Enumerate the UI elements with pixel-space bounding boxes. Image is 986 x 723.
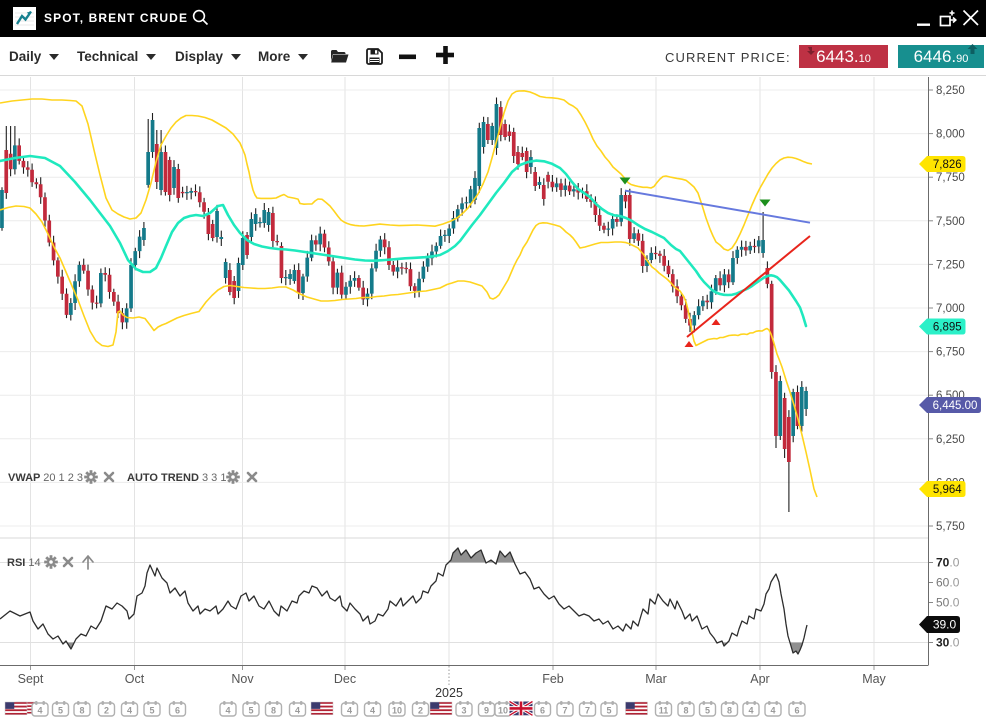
svg-text:Mar: Mar xyxy=(645,672,667,686)
svg-text:7: 7 xyxy=(562,706,567,716)
svg-text:5: 5 xyxy=(58,706,63,716)
svg-text:50.0: 50.0 xyxy=(936,596,960,610)
svg-text:39.0: 39.0 xyxy=(933,618,957,632)
svg-text:70.0: 70.0 xyxy=(936,556,960,570)
svg-text:RSI 14: RSI 14 xyxy=(7,557,41,569)
svg-text:9: 9 xyxy=(484,706,489,716)
svg-text:6: 6 xyxy=(175,706,180,716)
svg-text:4: 4 xyxy=(225,706,230,716)
svg-text:6: 6 xyxy=(794,706,799,716)
svg-text:5: 5 xyxy=(705,706,710,716)
svg-text:6,250: 6,250 xyxy=(936,434,965,446)
svg-text:10: 10 xyxy=(392,706,402,716)
svg-text:8,000: 8,000 xyxy=(936,129,965,141)
svg-text:May: May xyxy=(862,672,886,686)
svg-text:7,750: 7,750 xyxy=(936,172,965,184)
svg-text:4: 4 xyxy=(748,706,753,716)
svg-text:AUTO TREND 3 3 1: AUTO TREND 3 3 1 xyxy=(127,472,226,484)
svg-text:Nov: Nov xyxy=(231,672,254,686)
svg-text:5: 5 xyxy=(606,706,611,716)
svg-text:5: 5 xyxy=(149,706,154,716)
svg-text:8: 8 xyxy=(79,706,84,716)
svg-text:6,445.00: 6,445.00 xyxy=(933,400,978,412)
svg-text:5: 5 xyxy=(248,706,253,716)
svg-text:7,000: 7,000 xyxy=(936,303,965,315)
svg-text:2: 2 xyxy=(104,706,109,716)
svg-text:5,964: 5,964 xyxy=(933,484,962,496)
svg-text:8: 8 xyxy=(683,706,688,716)
svg-text:4: 4 xyxy=(347,706,352,716)
svg-text:6,750: 6,750 xyxy=(936,347,965,359)
svg-text:8,250: 8,250 xyxy=(936,85,965,97)
svg-text:7,500: 7,500 xyxy=(936,216,965,228)
svg-text:Feb: Feb xyxy=(542,672,564,686)
svg-text:4: 4 xyxy=(295,706,300,716)
svg-text:3: 3 xyxy=(461,706,466,716)
svg-text:Apr: Apr xyxy=(750,672,769,686)
svg-text:10: 10 xyxy=(498,706,508,716)
svg-text:4: 4 xyxy=(370,706,375,716)
svg-text:11: 11 xyxy=(659,706,669,716)
svg-text:30.0: 30.0 xyxy=(936,636,960,650)
svg-text:7,826: 7,826 xyxy=(933,159,962,171)
svg-text:2025: 2025 xyxy=(435,686,463,700)
svg-text:Dec: Dec xyxy=(334,672,356,686)
svg-text:VWAP 20 1 2 3: VWAP 20 1 2 3 xyxy=(8,472,83,484)
svg-text:2: 2 xyxy=(418,706,423,716)
svg-text:4: 4 xyxy=(37,706,42,716)
svg-text:60.0: 60.0 xyxy=(936,576,960,590)
svg-text:7,250: 7,250 xyxy=(936,259,965,271)
svg-text:8: 8 xyxy=(271,706,276,716)
svg-text:Oct: Oct xyxy=(125,672,145,686)
svg-text:7: 7 xyxy=(585,706,590,716)
svg-text:5,750: 5,750 xyxy=(936,521,965,533)
svg-text:6: 6 xyxy=(540,706,545,716)
svg-text:8: 8 xyxy=(727,706,732,716)
svg-text:Sept: Sept xyxy=(18,672,44,686)
svg-text:4: 4 xyxy=(127,706,132,716)
svg-text:6,895: 6,895 xyxy=(933,322,962,334)
svg-text:4: 4 xyxy=(770,706,775,716)
